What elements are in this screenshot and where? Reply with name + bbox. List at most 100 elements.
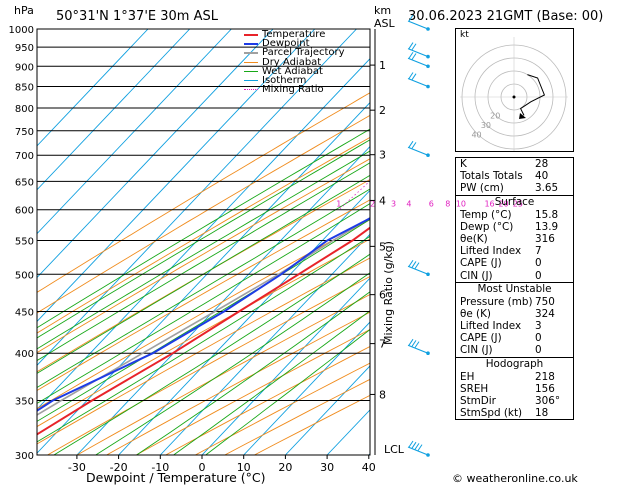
wind-barb-flag [411, 53, 417, 60]
surface-label: θe(K) [460, 232, 488, 245]
wet-adiabat-line [37, 188, 370, 389]
dry-adiabat-line [37, 257, 370, 445]
index-row-pw: PW (cm) 3.65 [456, 182, 573, 194]
wind-barb-dot [426, 27, 430, 31]
km-tick-label: 3 [379, 149, 386, 162]
wind-barb-flag [411, 441, 417, 449]
index-value: 28 [535, 158, 549, 170]
pressure-tick-label: 800 [15, 104, 34, 115]
credit-text: © weatheronline.co.uk [452, 472, 578, 485]
wind-barb [407, 338, 430, 356]
legend-label: Temperature [262, 29, 326, 40]
surface-label: Dewp (°C) [460, 220, 514, 233]
mixing-ratio-label: 4 [406, 200, 411, 209]
wind-barb-flag [414, 262, 420, 269]
hodograph-panel: 40 30 20 kt [455, 28, 574, 152]
mu-value: 750 [535, 295, 555, 308]
mu-label: Lifted Index [460, 320, 522, 333]
wind-barb-dot [426, 64, 430, 69]
hodo-row: StmSpd (kt) 18 [456, 407, 573, 419]
surface-label: Temp (°C) [460, 208, 512, 221]
wind-barb-flag [417, 444, 423, 451]
legend-label: Dry Adiabat [262, 56, 322, 68]
legend-swatch [244, 52, 258, 54]
mixing-ratio-label: 1 [336, 200, 341, 209]
mu-value: 0 [535, 332, 542, 345]
mu-row: Lifted Index 3 [456, 320, 573, 332]
km-tick-label: 2 [379, 104, 386, 117]
wind-barb [407, 14, 430, 31]
mu-value: 324 [535, 307, 555, 320]
x-tick-label: -20 [110, 461, 128, 474]
wind-barb-flag [408, 259, 414, 267]
pressure-tick-label: 1000 [9, 25, 34, 36]
mu-label: CAPE (J) [460, 332, 502, 345]
wet-adiabat-line [37, 218, 370, 422]
pressure-tick-label: 350 [15, 396, 34, 407]
legend-label: Parcel Trajectory [262, 47, 345, 59]
wet-adiabat-line [205, 328, 370, 455]
km-tick-label: 6 [379, 289, 386, 302]
legend-label: Isotherm [262, 75, 307, 87]
km-tick-label: 8 [379, 388, 386, 401]
mixing-ratio-labels: 1 2 3 4 6 8 10 16 20 25 [336, 200, 523, 209]
legend-item-parcel: Parcel Trajectory [244, 47, 345, 59]
isotherm-line [285, 365, 370, 455]
dry-adiabat-line [37, 219, 370, 410]
wind-barb-staff [407, 265, 429, 275]
wind-barb-dot [426, 153, 430, 158]
wind-barb-staff [407, 344, 429, 354]
wind-barb [407, 440, 430, 457]
wind-barb-dot [426, 453, 430, 457]
surface-label: CAPE (J) [460, 257, 502, 270]
wind-barb-dot [426, 54, 430, 59]
mu-value: 0 [535, 344, 542, 357]
isotherm-line [37, 29, 149, 147]
hpa-label: hPa [14, 4, 34, 17]
x-tick-label: 30 [320, 461, 334, 474]
wind-barb-staff [407, 77, 429, 88]
indices-table: K 28 Totals Totals 40 PW (cm) 3.65 Surface … [455, 157, 574, 421]
isotherm-line [37, 29, 274, 279]
wind-barb-staff [407, 20, 429, 30]
mixing-ratio-label: 3 [391, 200, 396, 209]
pressure-tick-label: 550 [15, 237, 34, 248]
surface-value: 7 [535, 245, 542, 258]
wind-barb [407, 259, 430, 277]
wind-barb [407, 42, 430, 59]
wind-barbs [407, 14, 430, 457]
index-value: 40 [535, 170, 549, 183]
x-tick-label: 10 [237, 461, 251, 474]
mu-value: 3 [535, 320, 542, 333]
wind-barb [407, 140, 430, 158]
wind-barb-dot [426, 272, 430, 277]
surface-row: θe(K) 316 [456, 233, 573, 245]
surface-value: 13.9 [535, 220, 559, 233]
wet-adiabat-line [136, 291, 370, 455]
wind-barb-flag [408, 440, 414, 448]
km-label: km [374, 4, 392, 17]
pressure-tick-label: 600 [15, 206, 34, 217]
isotherm-line [201, 277, 370, 455]
hodo-label: StmDir [460, 395, 496, 407]
isotherm-line [37, 101, 370, 454]
wind-barb-flag [414, 443, 420, 450]
dry-adiabat-line [37, 238, 370, 428]
legend-swatch [244, 61, 258, 63]
isotherm-line [37, 29, 191, 191]
index-row-k: K 28 [456, 158, 573, 170]
isotherm-line [76, 145, 370, 455]
wind-barb-flag [411, 340, 417, 347]
isotherm-line [243, 321, 370, 455]
wind-barb-flag [414, 341, 420, 348]
mixing-ratio-axis-title: Mixing Ratio (g/kg) [382, 241, 395, 345]
x-tick-label: 40 [362, 461, 376, 474]
wind-barb-flag [411, 142, 417, 149]
wind-barb-staff [407, 146, 429, 156]
asl-label: ASL [374, 17, 395, 30]
x-axis-title: Dewpoint / Temperature (°C) [86, 470, 266, 485]
legend-swatch [244, 33, 258, 36]
hodo-row: EH 218 [456, 371, 573, 383]
